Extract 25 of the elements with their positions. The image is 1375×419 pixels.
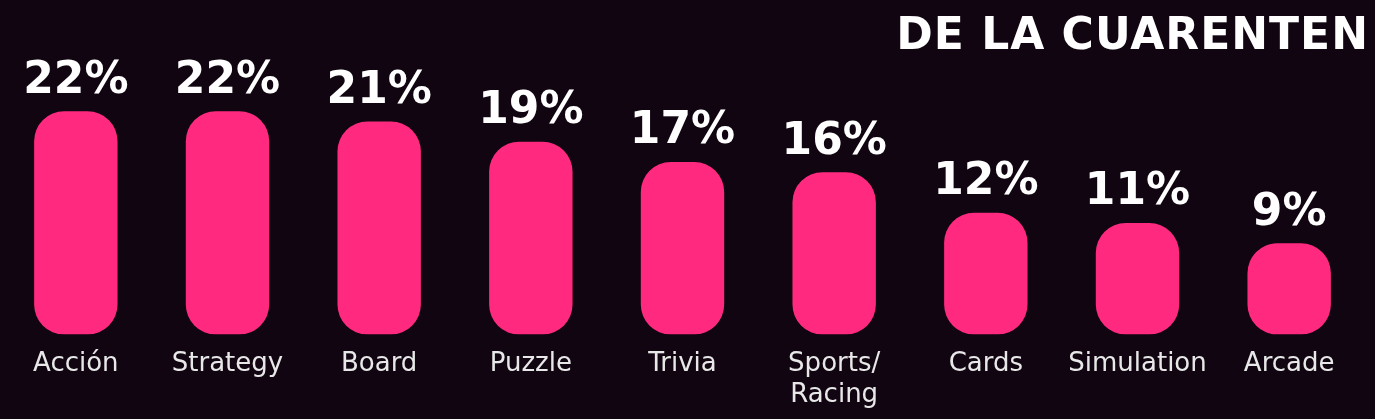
x-tick-label: Puzzle [489, 346, 572, 377]
chart-title: DE LA CUARENTEN [896, 8, 1369, 59]
data-label: 17% [629, 102, 736, 154]
bar [489, 141, 573, 335]
bar [792, 172, 876, 335]
x-tick-label: Strategy [171, 346, 284, 377]
data-label: 19% [478, 82, 584, 134]
data-label: 16% [781, 112, 887, 164]
x-tick-label: Cards [948, 346, 1024, 377]
x-tick-label: Sports/ Racing [788, 346, 881, 409]
bar [640, 161, 725, 335]
data-label: 22% [174, 51, 281, 103]
x-tick-label: Arcade [1243, 346, 1335, 377]
x-tick-label: Trivia [647, 346, 717, 377]
data-label: 9% [1251, 183, 1327, 235]
bar [185, 111, 270, 335]
x-tick-label: Simulation [1068, 346, 1207, 377]
bar [34, 111, 118, 335]
data-label: 11% [1084, 163, 1191, 215]
x-tick-label: Board [340, 346, 418, 377]
data-label: 21% [326, 61, 432, 113]
x-tick-label: Acción [33, 346, 119, 377]
data-label: 12% [933, 153, 1039, 205]
bar [337, 121, 421, 335]
data-label: 22% [23, 51, 129, 103]
